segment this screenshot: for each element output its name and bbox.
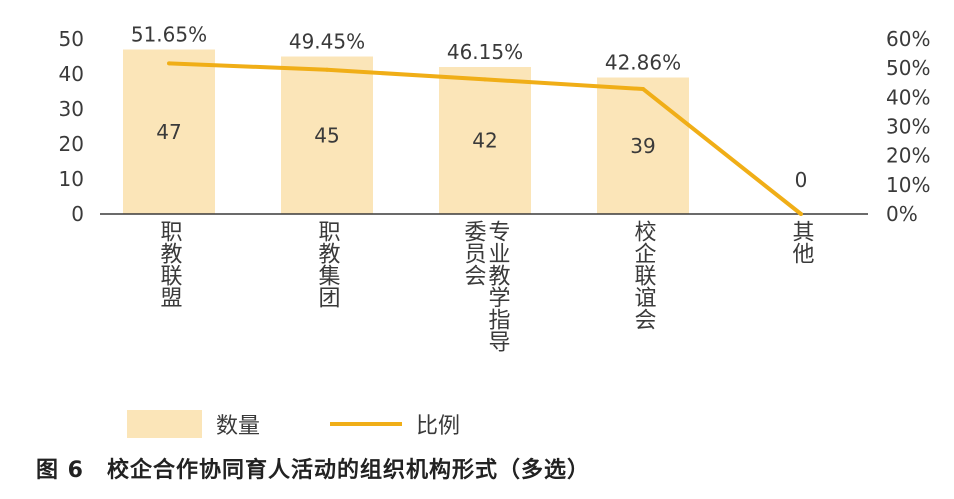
bars-layer	[123, 49, 689, 214]
y-axis-left: 0 10 20 30 40 50	[59, 27, 84, 226]
bar-value-label: 39	[630, 134, 655, 158]
y-tick-label: 50	[59, 27, 84, 51]
line-point	[483, 77, 487, 82]
legend-line-label: 比例	[416, 414, 461, 439]
category-label: 其他	[789, 220, 815, 264]
category-label: 校企联谊会	[631, 220, 657, 330]
legend-item-bar: 数量	[127, 408, 260, 440]
line-layer	[167, 61, 803, 216]
chart: 0 10 20 30 40 50 0% 10% 20% 30% 40% 50% 60% 47 45 42 3…	[59, 23, 931, 353]
y2-tick-label: 50%	[886, 56, 930, 80]
bar-value-label: 0	[795, 168, 808, 192]
y2-tick-label: 20%	[886, 144, 930, 168]
line-point	[799, 212, 803, 216]
y-tick-label: 10	[59, 167, 84, 191]
category-label: 职教联盟	[157, 220, 183, 308]
line-value-label: 42.86%	[605, 51, 681, 75]
y2-tick-label: 40%	[886, 85, 930, 109]
bar-value-label: 47	[156, 120, 181, 144]
y-tick-label: 40	[59, 62, 84, 86]
legend: 数量 比例	[127, 408, 530, 440]
y2-tick-label: 0%	[886, 202, 918, 226]
labels-layer: 47 45 42 39 0 51.65% 49.45% 46.15% 42.86%	[131, 23, 808, 193]
legend-bar-swatch	[127, 410, 202, 438]
y2-tick-label: 10%	[886, 173, 930, 197]
category-label: 专业教学指导	[485, 220, 511, 352]
y-axis-right: 0% 10% 20% 30% 40% 50% 60%	[886, 27, 930, 226]
line-point	[167, 61, 171, 66]
bar	[123, 49, 215, 214]
y-tick-label: 20	[59, 132, 84, 156]
category-label: 委员会	[461, 220, 487, 286]
bar-value-label: 42	[472, 129, 497, 153]
line-value-label: 49.45%	[289, 30, 365, 54]
line-point	[641, 86, 645, 91]
y2-tick-label: 30%	[886, 115, 930, 139]
legend-line-swatch	[330, 422, 403, 426]
bar-value-label: 45	[314, 123, 339, 147]
category-label: 职教集团	[315, 220, 341, 308]
line-value-label: 51.65%	[131, 23, 207, 47]
legend-item-line: 比例	[330, 408, 460, 440]
legend-bar-label: 数量	[216, 414, 261, 439]
bar	[281, 56, 373, 214]
y-tick-label: 30	[59, 97, 84, 121]
y2-tick-label: 60%	[886, 27, 930, 51]
line-value-label: 46.15%	[447, 40, 523, 64]
bar	[439, 67, 531, 214]
bar	[597, 77, 689, 214]
figure-caption: 图 6 校企合作协同育人活动的组织机构形式（多选）	[36, 458, 590, 483]
line-point	[325, 67, 329, 72]
y-tick-label: 0	[71, 202, 84, 226]
